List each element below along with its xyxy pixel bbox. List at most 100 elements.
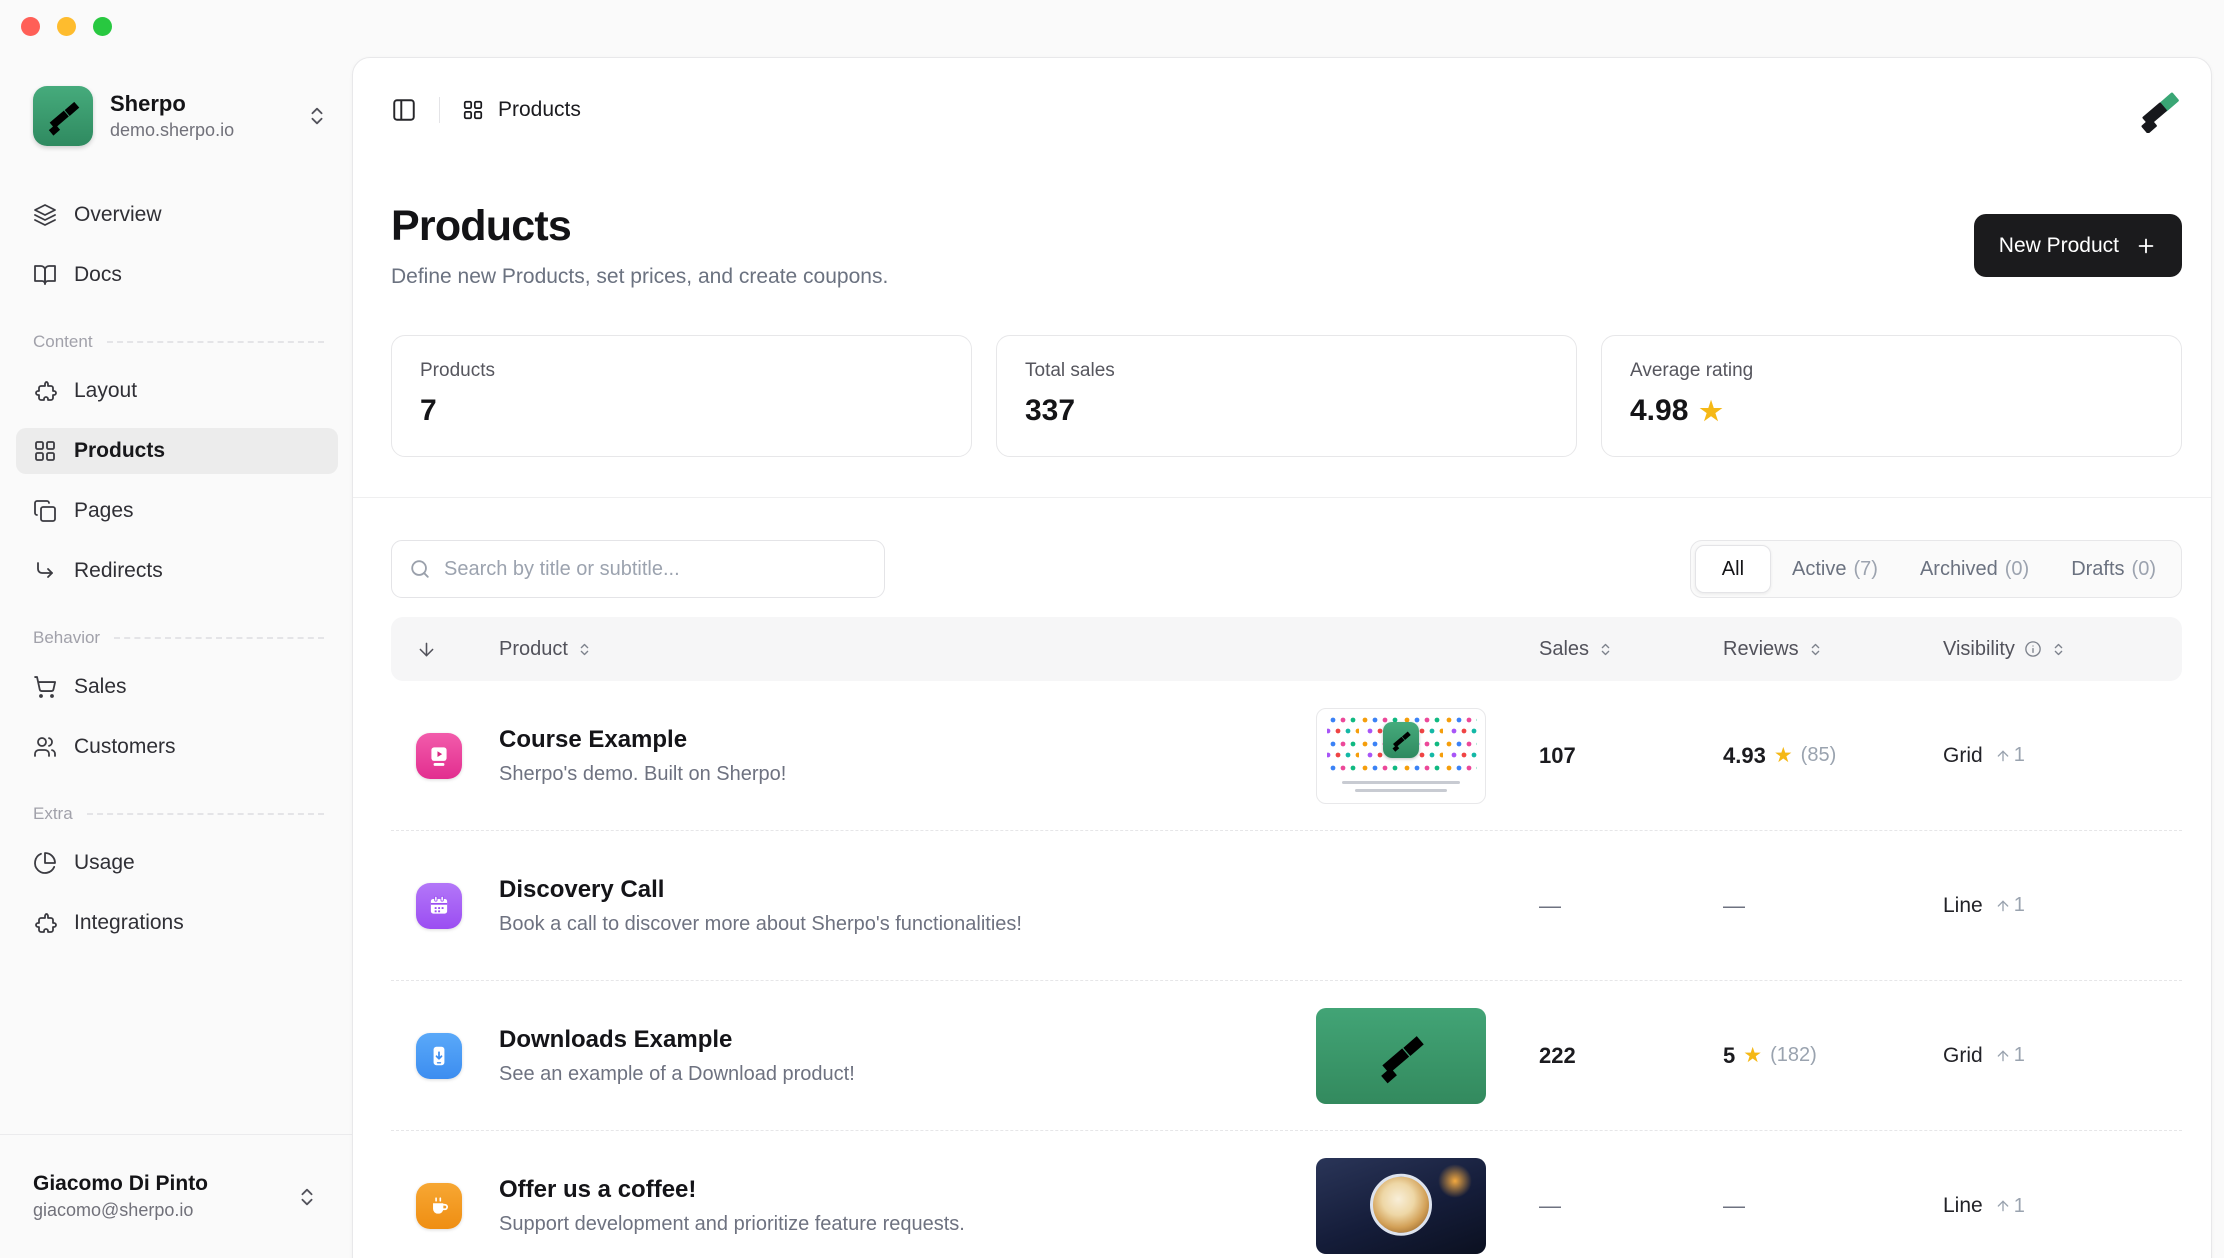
sidebar-item-label: Redirects — [74, 559, 163, 582]
page-title: Products — [391, 202, 572, 250]
sidebar-item-label: Docs — [74, 263, 122, 286]
sidebar-item-label: Integrations — [74, 911, 184, 934]
stat-card-average-rating: Average rating 4.98 ★ — [1601, 335, 2182, 457]
sidebar-item-sales[interactable]: Sales — [16, 664, 338, 710]
sidebar-item-integrations[interactable]: Integrations — [16, 900, 338, 946]
thumbnail-caption-line — [1342, 780, 1460, 784]
product-subtitle: Support development and prioritize featu… — [499, 1213, 965, 1235]
divider — [353, 497, 2211, 498]
visibility-cell: Line 1 — [1943, 893, 2025, 917]
workspace-domain: demo.sherpo.io — [110, 120, 235, 140]
workspace-name: Sherpo — [110, 91, 186, 116]
table-row[interactable]: Discovery Call Book a call to discover m… — [391, 831, 2182, 981]
cart-icon — [33, 675, 57, 699]
thumbnail-caption-line — [1355, 788, 1447, 792]
layers-icon — [33, 203, 57, 227]
column-sales[interactable]: Sales — [1539, 638, 1723, 661]
grid-icon — [462, 99, 484, 121]
divider — [439, 97, 440, 123]
product-title: Course Example — [499, 725, 688, 753]
table-row[interactable]: Downloads Example See an example of a Do… — [391, 981, 2182, 1131]
arrow-up-icon — [1995, 1198, 2011, 1214]
sidebar-item-layout[interactable]: Layout — [16, 368, 338, 414]
star-icon: ★ — [1743, 1044, 1763, 1067]
reviews-cell: — — [1723, 1193, 1745, 1218]
stat-card-total-sales: Total sales 337 — [996, 335, 1577, 457]
close-window-button[interactable] — [21, 17, 40, 36]
sidebar-item-pages[interactable]: Pages — [16, 488, 338, 534]
pages-icon — [33, 499, 57, 523]
main-content: Products Products Define new Products, s… — [352, 57, 2212, 1258]
product-thumbnail — [1316, 1158, 1486, 1254]
sidebar-item-label: Usage — [74, 851, 135, 874]
sidebar-item-redirects[interactable]: Redirects — [16, 548, 338, 594]
info-icon — [2024, 640, 2042, 658]
zoom-window-button[interactable] — [93, 17, 112, 36]
sidebar-toggle-button[interactable] — [391, 97, 417, 123]
search-box[interactable] — [391, 540, 885, 598]
chevron-up-down-icon — [296, 1186, 318, 1208]
sidebar-section-extra: Extra — [16, 804, 324, 824]
sidebar-item-overview[interactable]: Overview — [16, 192, 338, 238]
sort-icon — [1808, 642, 1823, 657]
product-title: Offer us a coffee! — [499, 1176, 697, 1203]
puzzle-icon — [33, 911, 57, 935]
column-product[interactable]: Product — [475, 638, 1316, 661]
pie-chart-icon — [33, 851, 57, 875]
calendar-product-icon — [416, 882, 462, 929]
sidebar-item-label: Customers — [74, 735, 176, 758]
search-input[interactable] — [444, 557, 867, 581]
sort-icon — [577, 642, 592, 657]
visibility-cell: Grid 1 — [1943, 743, 2025, 767]
sales-cell: 222 — [1539, 1042, 1576, 1068]
product-subtitle: Sherpo's demo. Built on Sherpo! — [499, 762, 787, 785]
workspace-switcher[interactable]: .brand-logo .bt,.mini-mark .bt,.thumb.gr… — [16, 86, 338, 146]
new-product-button[interactable]: New Product — [1973, 214, 2182, 277]
reviews-cell: 5 ★ (182) — [1723, 1042, 1817, 1068]
sherpo-logo-icon: .brand-logo .bt,.mini-mark .bt,.thumb.gr… — [33, 86, 93, 146]
redirect-arrow-icon — [33, 559, 57, 583]
user-name: Giacomo Di Pinto — [33, 1172, 209, 1195]
star-icon: ★ — [1773, 744, 1793, 767]
sort-icon — [2051, 642, 2066, 657]
sidebar-item-usage[interactable]: Usage — [16, 840, 338, 886]
minimize-window-button[interactable] — [57, 17, 76, 36]
coffee-product-icon — [416, 1183, 462, 1229]
sidebar-item-products[interactable]: Products — [16, 428, 338, 474]
star-icon: ★ — [1699, 396, 1723, 426]
breadcrumb-label: Products — [498, 98, 581, 121]
tab-active[interactable]: Active (7) — [1771, 545, 1899, 593]
table-row[interactable]: Course Example Sherpo's demo. Built on S… — [391, 681, 2182, 831]
product-thumbnail — [1316, 707, 1486, 804]
breadcrumb: Products — [462, 98, 581, 122]
sidebar-item-label: Products — [74, 439, 166, 462]
plus-icon — [2135, 235, 2157, 257]
sidebar-item-customers[interactable]: Customers — [16, 724, 338, 770]
column-visibility[interactable]: Visibility — [1943, 638, 2182, 661]
user-menu[interactable]: Giacomo Di Pinto giacomo@sherpo.io — [0, 1134, 352, 1258]
page-subtitle: Define new Products, set prices, and cre… — [391, 265, 889, 288]
tab-archived[interactable]: Archived (0) — [1899, 545, 2050, 593]
chevron-up-down-icon — [306, 105, 328, 127]
products-table: Product Sales Reviews Visibility — [391, 617, 2182, 1258]
sidebar-item-docs[interactable]: Docs — [16, 252, 338, 298]
window-controls[interactable] — [21, 17, 112, 36]
tab-drafts[interactable]: Drafts (0) — [2050, 545, 2177, 593]
puzzle-icon — [33, 379, 57, 403]
download-product-icon — [416, 1032, 462, 1079]
sidebar-nav: Overview Docs Content Layout Products Pa… — [16, 192, 338, 946]
visibility-cell: Line 1 — [1943, 1194, 2025, 1217]
sort-direction-button[interactable] — [391, 639, 475, 660]
tab-all[interactable]: All — [1694, 545, 1772, 593]
table-row[interactable]: Offer us a coffee! Support development a… — [391, 1131, 2182, 1258]
user-email: giacomo@sherpo.io — [33, 1200, 194, 1220]
column-reviews[interactable]: Reviews — [1723, 638, 1943, 661]
latte-art — [1370, 1173, 1432, 1236]
arrow-up-icon — [1995, 898, 2011, 914]
product-subtitle: See an example of a Download product! — [499, 1062, 855, 1085]
product-thumbnail — [1316, 1007, 1486, 1104]
stat-card-products: Products 7 — [391, 335, 972, 457]
sherpo-mark-icon — [2136, 87, 2182, 133]
sherpo-logo-icon — [1383, 722, 1419, 759]
reviews-cell: — — [1723, 892, 1745, 918]
